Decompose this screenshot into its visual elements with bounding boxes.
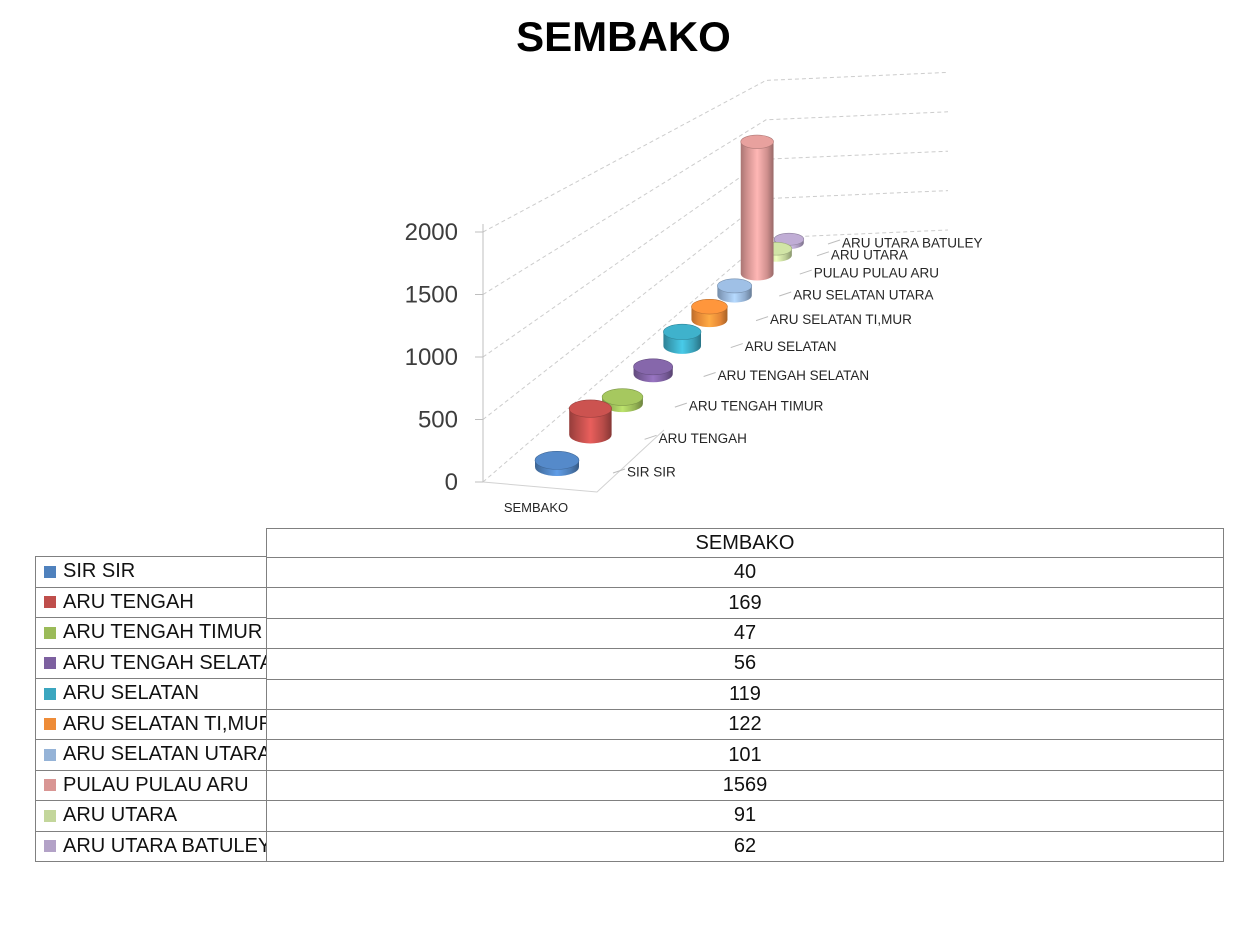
table-row: ARU SELATAN — [36, 679, 266, 710]
legend-label: ARU UTARA — [63, 804, 178, 827]
table-row: ARU SELATAN TI,MUR — [36, 710, 273, 740]
table-row: SIR SIR — [36, 557, 266, 588]
value-gridline — [482, 111, 949, 295]
category-label: ARU SELATAN TI,MUR — [770, 312, 912, 327]
category-label: ARU UTARA BATULEY — [842, 236, 983, 251]
legend-swatch — [44, 626, 56, 639]
table-value-cell: 56 — [267, 649, 1223, 680]
category-label: SIR SIR — [627, 465, 676, 480]
legend-swatch — [44, 687, 56, 700]
bar-cylinder — [601, 388, 644, 413]
cylinder-top — [663, 323, 702, 340]
value-axis-tick-label: 0 — [445, 469, 458, 496]
legend-label: ARU SELATAN UTARA — [63, 743, 271, 766]
table-value-cell: 91 — [267, 801, 1223, 832]
legend-swatch — [44, 809, 56, 822]
cylinder-top — [717, 278, 753, 294]
legend-label: ARU TENGAH SELATAN — [63, 651, 288, 674]
value-axis-tick-label: 500 — [418, 407, 458, 434]
value-axis-tick-label: 1000 — [405, 344, 458, 371]
category-tick — [612, 468, 626, 474]
cylinder-top — [568, 399, 612, 418]
bar-cylinder — [534, 451, 580, 477]
category-label: ARU TENGAH — [659, 431, 747, 446]
table-value-cell: 169 — [267, 588, 1223, 619]
cylinder-top — [740, 134, 774, 149]
table-value-cell: 119 — [267, 680, 1223, 711]
cylinder-top — [691, 299, 728, 315]
legend-swatch — [44, 748, 56, 761]
table-row: ARU UTARA BATULEY — [36, 832, 271, 862]
table-value-cell: 40 — [267, 558, 1223, 589]
legend-swatch — [44, 596, 56, 609]
legend-label: ARU UTARA BATULEY — [63, 834, 272, 857]
category-label: ARU SELATAN UTARA — [793, 287, 933, 302]
chart-floor-edge — [482, 429, 665, 493]
category-label: ARU UTARA — [831, 247, 908, 262]
cylinder-body — [569, 408, 612, 444]
bar-cylinder — [691, 299, 728, 328]
legend-swatch — [44, 840, 56, 853]
bar-cylinder — [633, 358, 674, 383]
category-tick — [730, 343, 743, 349]
value-axis-tick-label: 2000 — [405, 219, 458, 246]
category-tick — [799, 269, 812, 275]
table-row: ARU SELATAN UTARA — [36, 740, 271, 771]
chart-title: SEMBAKO — [516, 13, 731, 60]
legend-swatch — [44, 565, 56, 578]
table-legend-column: SIR SIR ARU TENGAH ARU TENGAH TIMUR ARU TEN… — [35, 556, 288, 862]
value-axis-tick-label: 1500 — [405, 282, 458, 309]
category-tick — [779, 291, 792, 297]
legend-label: ARU SELATAN TI,MUR — [63, 712, 274, 735]
category-tick — [816, 251, 830, 257]
table-value-cell: 122 — [267, 710, 1223, 741]
cylinder-body — [740, 141, 774, 281]
category-label: ARU TENGAH SELATAN — [718, 368, 870, 383]
bar-cylinder — [663, 323, 702, 354]
legend-label: PULAU PULAU ARU — [63, 773, 249, 796]
bar-cylinder — [717, 278, 753, 303]
category-tick — [827, 239, 841, 245]
table-value-cell: 101 — [267, 740, 1223, 771]
legend-label: ARU TENGAH — [63, 590, 194, 613]
table-row: ARU TENGAH SELATAN — [36, 649, 288, 679]
legend-label: SIR SIR — [63, 560, 136, 583]
series-axis-label: SEMBAKO — [504, 500, 568, 515]
category-label: PULAU PULAU ARU — [814, 266, 939, 281]
table-row: ARU TENGAH TIMUR — [36, 618, 266, 649]
category-label: ARU SELATAN — [745, 339, 837, 354]
table-value-cell: 1569 — [267, 771, 1223, 802]
category-tick — [755, 316, 769, 322]
table-row: ARU UTARA — [36, 801, 266, 832]
bar-cylinder — [740, 134, 774, 281]
table-row: ARU TENGAH — [36, 588, 266, 618]
legend-swatch — [44, 779, 56, 792]
legend-swatch — [44, 718, 56, 731]
table-header-cell: SEMBAKO — [267, 529, 1223, 558]
legend-swatch — [44, 657, 56, 670]
legend-label: ARU SELATAN — [63, 682, 199, 705]
legend-label: ARU TENGAH TIMUR — [63, 621, 263, 644]
bar-cylinder — [568, 399, 612, 444]
category-tick — [644, 434, 657, 440]
chart-canvas: 0 500 1000 1500 2000 SEMBAKO SIR SIR ARU TENGAH… — [405, 71, 983, 515]
value-gridline — [482, 71, 949, 233]
category-tick — [674, 402, 688, 408]
category-label: ARU TENGAH TIMUR — [689, 399, 824, 414]
cylinder-top — [633, 358, 674, 376]
category-tick — [703, 371, 716, 377]
table-value-cell: 47 — [267, 619, 1223, 650]
cylinder-top — [534, 451, 580, 470]
cylinder-top — [601, 388, 644, 406]
table-value-cell: 62 — [733, 834, 757, 857]
table-value-column: SEMBAKO 40 169 47 56 119 122 101 1569 91 62 — [266, 528, 1224, 862]
table-row: PULAU PULAU ARU — [36, 771, 266, 801]
